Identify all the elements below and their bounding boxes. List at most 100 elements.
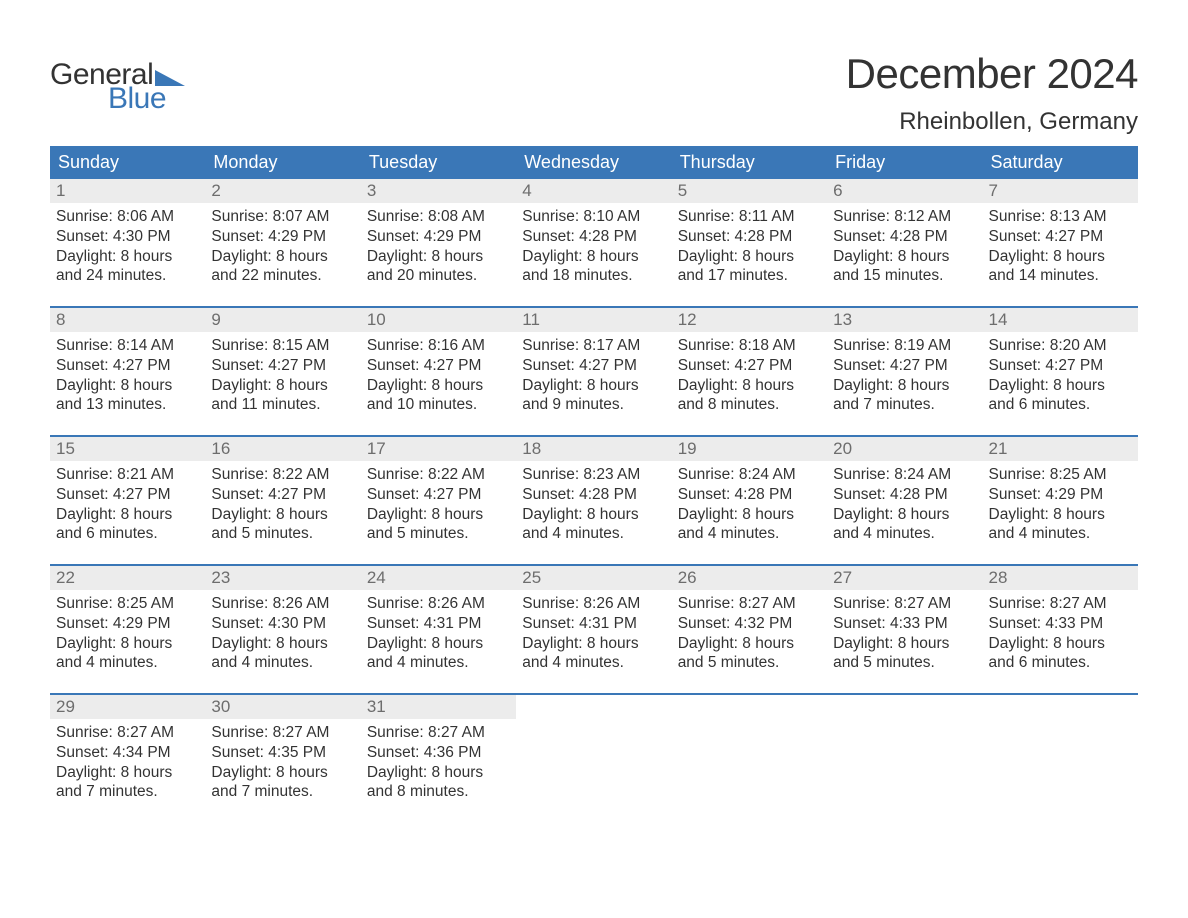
calendar-day-cell: 5Sunrise: 8:11 AMSunset: 4:28 PMDaylight… bbox=[672, 179, 827, 307]
daylight-line1: Daylight: 8 hours bbox=[367, 634, 508, 654]
day-details: Sunrise: 8:26 AMSunset: 4:31 PMDaylight:… bbox=[516, 590, 671, 677]
day-number: 3 bbox=[361, 179, 516, 203]
day-details: Sunrise: 8:12 AMSunset: 4:28 PMDaylight:… bbox=[827, 203, 982, 290]
day-number: 2 bbox=[205, 179, 360, 203]
sunset-text: Sunset: 4:33 PM bbox=[833, 614, 974, 634]
col-friday: Friday bbox=[827, 146, 982, 179]
daylight-line2: and 4 minutes. bbox=[56, 653, 197, 673]
col-saturday: Saturday bbox=[983, 146, 1138, 179]
sunrise-text: Sunrise: 8:20 AM bbox=[989, 336, 1130, 356]
sunset-text: Sunset: 4:28 PM bbox=[678, 485, 819, 505]
sunrise-text: Sunrise: 8:21 AM bbox=[56, 465, 197, 485]
daylight-line1: Daylight: 8 hours bbox=[211, 247, 352, 267]
day-details: Sunrise: 8:21 AMSunset: 4:27 PMDaylight:… bbox=[50, 461, 205, 548]
col-monday: Monday bbox=[205, 146, 360, 179]
sunset-text: Sunset: 4:29 PM bbox=[211, 227, 352, 247]
day-number: 8 bbox=[50, 308, 205, 332]
day-number: 17 bbox=[361, 437, 516, 461]
day-details: Sunrise: 8:24 AMSunset: 4:28 PMDaylight:… bbox=[827, 461, 982, 548]
calendar-day-cell: 30Sunrise: 8:27 AMSunset: 4:35 PMDayligh… bbox=[205, 695, 360, 823]
day-number: 9 bbox=[205, 308, 360, 332]
sunrise-text: Sunrise: 8:13 AM bbox=[989, 207, 1130, 227]
day-number: 14 bbox=[983, 308, 1138, 332]
sunrise-text: Sunrise: 8:15 AM bbox=[211, 336, 352, 356]
sunrise-text: Sunrise: 8:19 AM bbox=[833, 336, 974, 356]
daylight-line1: Daylight: 8 hours bbox=[833, 634, 974, 654]
daylight-line1: Daylight: 8 hours bbox=[678, 505, 819, 525]
sunrise-text: Sunrise: 8:22 AM bbox=[367, 465, 508, 485]
day-number: 16 bbox=[205, 437, 360, 461]
brand-word2: Blue bbox=[108, 84, 185, 114]
sunrise-text: Sunrise: 8:27 AM bbox=[989, 594, 1130, 614]
daylight-line1: Daylight: 8 hours bbox=[367, 247, 508, 267]
daylight-line2: and 9 minutes. bbox=[522, 395, 663, 415]
calendar-day-cell: 15Sunrise: 8:21 AMSunset: 4:27 PMDayligh… bbox=[50, 437, 205, 565]
day-number: 19 bbox=[672, 437, 827, 461]
sunset-text: Sunset: 4:28 PM bbox=[833, 485, 974, 505]
day-number: 6 bbox=[827, 179, 982, 203]
sunset-text: Sunset: 4:32 PM bbox=[678, 614, 819, 634]
calendar-day-cell: 26Sunrise: 8:27 AMSunset: 4:32 PMDayligh… bbox=[672, 566, 827, 694]
daylight-line2: and 20 minutes. bbox=[367, 266, 508, 286]
daylight-line1: Daylight: 8 hours bbox=[211, 505, 352, 525]
sunrise-text: Sunrise: 8:26 AM bbox=[211, 594, 352, 614]
sunset-text: Sunset: 4:27 PM bbox=[989, 356, 1130, 376]
sunset-text: Sunset: 4:27 PM bbox=[367, 356, 508, 376]
day-details: Sunrise: 8:22 AMSunset: 4:27 PMDaylight:… bbox=[361, 461, 516, 548]
day-details: Sunrise: 8:25 AMSunset: 4:29 PMDaylight:… bbox=[50, 590, 205, 677]
daylight-line2: and 18 minutes. bbox=[522, 266, 663, 286]
day-details: Sunrise: 8:20 AMSunset: 4:27 PMDaylight:… bbox=[983, 332, 1138, 419]
daylight-line2: and 15 minutes. bbox=[833, 266, 974, 286]
calendar-day-cell: 10Sunrise: 8:16 AMSunset: 4:27 PMDayligh… bbox=[361, 308, 516, 436]
daylight-line2: and 7 minutes. bbox=[211, 782, 352, 802]
sunrise-text: Sunrise: 8:27 AM bbox=[56, 723, 197, 743]
calendar-day-cell: 12Sunrise: 8:18 AMSunset: 4:27 PMDayligh… bbox=[672, 308, 827, 436]
calendar-day-cell: 14Sunrise: 8:20 AMSunset: 4:27 PMDayligh… bbox=[983, 308, 1138, 436]
sunset-text: Sunset: 4:27 PM bbox=[678, 356, 819, 376]
sunrise-text: Sunrise: 8:27 AM bbox=[211, 723, 352, 743]
day-details: Sunrise: 8:07 AMSunset: 4:29 PMDaylight:… bbox=[205, 203, 360, 290]
day-details: Sunrise: 8:14 AMSunset: 4:27 PMDaylight:… bbox=[50, 332, 205, 419]
sunset-text: Sunset: 4:27 PM bbox=[522, 356, 663, 376]
sunset-text: Sunset: 4:31 PM bbox=[522, 614, 663, 634]
sunset-text: Sunset: 4:29 PM bbox=[989, 485, 1130, 505]
day-details: Sunrise: 8:15 AMSunset: 4:27 PMDaylight:… bbox=[205, 332, 360, 419]
sunset-text: Sunset: 4:34 PM bbox=[56, 743, 197, 763]
sunrise-text: Sunrise: 8:12 AM bbox=[833, 207, 974, 227]
sunset-text: Sunset: 4:27 PM bbox=[367, 485, 508, 505]
sunset-text: Sunset: 4:35 PM bbox=[211, 743, 352, 763]
sunset-text: Sunset: 4:31 PM bbox=[367, 614, 508, 634]
calendar-day-cell: 29Sunrise: 8:27 AMSunset: 4:34 PMDayligh… bbox=[50, 695, 205, 823]
calendar-day-cell: 6Sunrise: 8:12 AMSunset: 4:28 PMDaylight… bbox=[827, 179, 982, 307]
daylight-line1: Daylight: 8 hours bbox=[56, 763, 197, 783]
calendar-day-cell: 31Sunrise: 8:27 AMSunset: 4:36 PMDayligh… bbox=[361, 695, 516, 823]
calendar-day-cell: 20Sunrise: 8:24 AMSunset: 4:28 PMDayligh… bbox=[827, 437, 982, 565]
daylight-line1: Daylight: 8 hours bbox=[678, 376, 819, 396]
day-details: Sunrise: 8:22 AMSunset: 4:27 PMDaylight:… bbox=[205, 461, 360, 548]
day-details: Sunrise: 8:27 AMSunset: 4:33 PMDaylight:… bbox=[827, 590, 982, 677]
daylight-line2: and 6 minutes. bbox=[56, 524, 197, 544]
calendar-day-cell: 21Sunrise: 8:25 AMSunset: 4:29 PMDayligh… bbox=[983, 437, 1138, 565]
day-number: 4 bbox=[516, 179, 671, 203]
sunset-text: Sunset: 4:28 PM bbox=[522, 485, 663, 505]
day-details: Sunrise: 8:26 AMSunset: 4:30 PMDaylight:… bbox=[205, 590, 360, 677]
day-details: Sunrise: 8:27 AMSunset: 4:33 PMDaylight:… bbox=[983, 590, 1138, 677]
daylight-line1: Daylight: 8 hours bbox=[56, 634, 197, 654]
daylight-line2: and 24 minutes. bbox=[56, 266, 197, 286]
daylight-line2: and 17 minutes. bbox=[678, 266, 819, 286]
day-number: 22 bbox=[50, 566, 205, 590]
calendar-day-cell: 3Sunrise: 8:08 AMSunset: 4:29 PMDaylight… bbox=[361, 179, 516, 307]
day-number: 28 bbox=[983, 566, 1138, 590]
sunset-text: Sunset: 4:28 PM bbox=[833, 227, 974, 247]
daylight-line2: and 5 minutes. bbox=[211, 524, 352, 544]
day-number: 5 bbox=[672, 179, 827, 203]
day-number: 7 bbox=[983, 179, 1138, 203]
calendar-day-cell: 24Sunrise: 8:26 AMSunset: 4:31 PMDayligh… bbox=[361, 566, 516, 694]
daylight-line1: Daylight: 8 hours bbox=[211, 763, 352, 783]
sunrise-text: Sunrise: 8:26 AM bbox=[522, 594, 663, 614]
daylight-line1: Daylight: 8 hours bbox=[989, 247, 1130, 267]
sunset-text: Sunset: 4:27 PM bbox=[211, 356, 352, 376]
daylight-line2: and 5 minutes. bbox=[678, 653, 819, 673]
day-number: 31 bbox=[361, 695, 516, 719]
day-number: 13 bbox=[827, 308, 982, 332]
